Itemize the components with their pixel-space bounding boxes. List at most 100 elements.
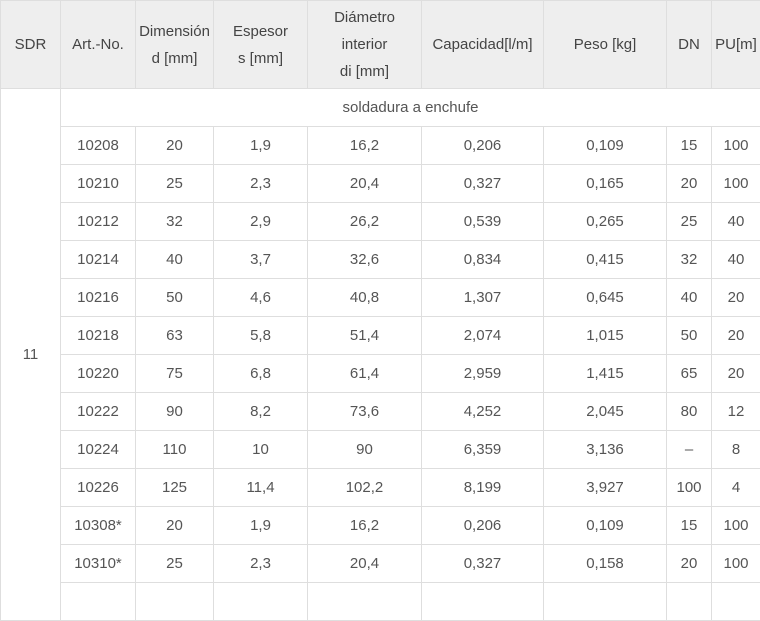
column-header-line: Art.-No.	[63, 31, 133, 58]
cell-peso: 0,158	[544, 545, 667, 583]
column-header-line: PU[m]	[714, 31, 758, 58]
cell-empty	[136, 583, 214, 621]
cell-empty	[422, 583, 544, 621]
cell-peso: 0,109	[544, 127, 667, 165]
cell-dimension: 125	[136, 469, 214, 507]
cell-dimension: 32	[136, 203, 214, 241]
cell-capacidad: 0,834	[422, 241, 544, 279]
cell-art-no: 10310*	[61, 545, 136, 583]
cell-peso: 0,165	[544, 165, 667, 203]
cell-diametro: 20,4	[308, 165, 422, 203]
cell-pu: 100	[712, 545, 760, 583]
cell-pu: 8	[712, 431, 760, 469]
cell-dn: 15	[667, 127, 712, 165]
cell-dn: –	[667, 431, 712, 469]
cell-pu: 40	[712, 203, 760, 241]
cell-diametro: 16,2	[308, 127, 422, 165]
column-header-peso: Peso [kg]	[544, 1, 667, 89]
cell-pu: 100	[712, 507, 760, 545]
cell-empty	[214, 583, 308, 621]
cell-espesor: 2,3	[214, 545, 308, 583]
cell-capacidad: 0,206	[422, 127, 544, 165]
cell-dn: 50	[667, 317, 712, 355]
cell-peso: 3,927	[544, 469, 667, 507]
cell-dimension: 50	[136, 279, 214, 317]
cell-capacidad: 1,307	[422, 279, 544, 317]
column-header-line: s [mm]	[216, 45, 305, 72]
cell-dimension: 75	[136, 355, 214, 393]
cell-capacidad: 4,252	[422, 393, 544, 431]
cell-diametro: 20,4	[308, 545, 422, 583]
cell-diametro: 102,2	[308, 469, 422, 507]
column-header-line: SDR	[3, 31, 58, 58]
table-row-partial	[1, 583, 760, 621]
cell-espesor: 11,4	[214, 469, 308, 507]
cell-empty	[308, 583, 422, 621]
cell-peso: 0,645	[544, 279, 667, 317]
cell-pu: 20	[712, 355, 760, 393]
cell-art-no: 10214	[61, 241, 136, 279]
cell-dn: 100	[667, 469, 712, 507]
cell-diametro: 61,4	[308, 355, 422, 393]
cell-peso: 0,265	[544, 203, 667, 241]
cell-espesor: 10	[214, 431, 308, 469]
column-header-line: di [mm]	[310, 58, 419, 85]
cell-capacidad: 2,074	[422, 317, 544, 355]
cell-capacidad: 6,359	[422, 431, 544, 469]
cell-art-no: 10216	[61, 279, 136, 317]
cell-peso: 3,136	[544, 431, 667, 469]
cell-art-no: 10218	[61, 317, 136, 355]
cell-art-no: 10308*	[61, 507, 136, 545]
cell-peso: 0,415	[544, 241, 667, 279]
cell-diametro: 16,2	[308, 507, 422, 545]
column-header-capacidad: Capacidad[l/m]	[422, 1, 544, 89]
column-header-line: d [mm]	[138, 45, 211, 72]
cell-art-no: 10220	[61, 355, 136, 393]
cell-diametro: 90	[308, 431, 422, 469]
cell-dimension: 20	[136, 507, 214, 545]
cell-dn: 40	[667, 279, 712, 317]
cell-empty	[544, 583, 667, 621]
cell-capacidad: 0,327	[422, 165, 544, 203]
cell-espesor: 1,9	[214, 507, 308, 545]
cell-diametro: 40,8	[308, 279, 422, 317]
cell-espesor: 8,2	[214, 393, 308, 431]
cell-dn: 20	[667, 545, 712, 583]
cell-diametro: 32,6	[308, 241, 422, 279]
column-header-line: Peso [kg]	[546, 31, 664, 58]
column-header-pu: PU[m]	[712, 1, 760, 89]
cell-dn: 80	[667, 393, 712, 431]
column-header-line: Capacidad[l/m]	[424, 31, 541, 58]
column-header-dn: DN	[667, 1, 712, 89]
cell-espesor: 5,8	[214, 317, 308, 355]
cell-diametro: 51,4	[308, 317, 422, 355]
cell-art-no: 10210	[61, 165, 136, 203]
cell-peso: 0,109	[544, 507, 667, 545]
cell-capacidad: 0,539	[422, 203, 544, 241]
cell-capacidad: 0,206	[422, 507, 544, 545]
column-header-line: DN	[669, 31, 709, 58]
cell-art-no: 10208	[61, 127, 136, 165]
cell-dimension: 25	[136, 165, 214, 203]
sdr-value-cell: 11	[1, 89, 61, 621]
column-header-line: interior	[310, 31, 419, 58]
cell-pu: 100	[712, 127, 760, 165]
cell-espesor: 2,9	[214, 203, 308, 241]
cell-peso: 2,045	[544, 393, 667, 431]
cell-pu: 100	[712, 165, 760, 203]
column-header-art-no: Art.-No.	[61, 1, 136, 89]
cell-pu: 20	[712, 317, 760, 355]
